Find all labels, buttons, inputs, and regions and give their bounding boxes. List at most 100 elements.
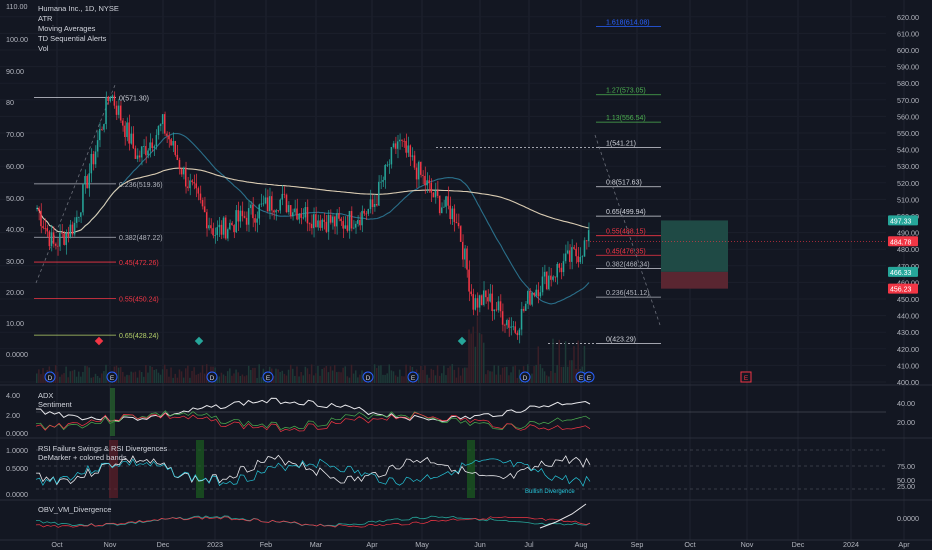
candle-body [130,133,132,144]
candle-body [71,224,74,235]
volume-bar [187,365,189,383]
volume-bar [392,371,395,383]
candle-body [384,165,386,181]
candle-body [48,231,51,247]
candle [449,196,451,225]
event-marker-text-4: D [366,375,371,382]
candle [359,212,361,231]
volume-bar [340,372,342,383]
left-tick-5: 60.00 [6,162,24,171]
candle [164,111,166,137]
candle-body [470,291,472,295]
candle-body [92,153,95,165]
volume-bar [197,373,200,383]
candle [386,161,388,168]
candle [495,302,498,312]
volume-bar [531,373,533,383]
panel-sentiment-label[interactable]: Sentiment [38,400,72,409]
panel-demarker-label[interactable]: DeMarker + colored bands [38,453,127,462]
candle [338,206,340,222]
candle [268,187,271,220]
candle-body [271,196,273,211]
volume-bar [136,377,139,383]
candle-body [128,122,130,144]
volume-bar [193,367,195,383]
candle-body [354,223,357,228]
candle-body [399,139,401,142]
candle-body [577,256,579,263]
rsi-left-tick-1: 0.5000 [6,464,28,473]
time-label-10: Aug [575,540,588,549]
indicator-vol[interactable]: Vol [38,44,49,53]
panel-obv-label[interactable]: OBV_VM_Divergence [38,505,112,514]
candle-body [252,204,254,219]
candle [308,222,311,232]
candle [271,191,273,216]
candle-body [497,301,500,311]
candle-body [210,225,212,229]
candle-body [489,293,491,302]
time-label-7: May [415,540,429,549]
candle [390,146,393,169]
panel-adx-label[interactable]: ADX [38,391,54,400]
volume-bar [548,376,550,383]
candle [73,217,76,237]
volume-bar [157,372,160,383]
volume-bar [407,377,409,383]
candle-body [390,147,393,165]
volume-bar [233,373,235,383]
indicator-moving-averages[interactable]: Moving Averages [38,24,96,33]
indicator-td-sequential[interactable]: TD Sequential Alerts [38,34,107,43]
candle-body [516,332,519,336]
candle [445,195,447,214]
price-tick-7: 470.00 [897,262,919,271]
candle [411,147,414,161]
candle [348,210,351,239]
volume-bar [201,365,204,383]
indicator-atr[interactable]: ATR [38,14,53,23]
time-label-8: Jun [474,540,486,549]
candle-body [321,219,323,228]
candle [52,226,55,248]
volume-bar [583,345,586,383]
candle-body [231,222,233,226]
candle-body [289,205,292,217]
volume-bar [545,375,548,383]
candle-body [485,290,487,298]
candle [184,161,187,194]
volume-bar [464,367,466,383]
candle-body [44,227,46,229]
candle-body [388,164,391,166]
candle [478,294,481,313]
volume-bar [346,376,349,383]
volume-bar [119,367,122,383]
candle-body [539,292,542,297]
candle-body [313,214,315,229]
candle [126,117,128,142]
candle [174,140,176,157]
volume-bar [348,377,351,383]
adx-signal-bar [110,388,115,436]
candle-body [493,309,495,312]
chart-legend: Humana Inc., 1D, NYSE ATR Moving Average… [38,4,119,54]
obv-rise-line [539,503,587,529]
candle [533,292,535,298]
candle-body [296,208,298,220]
candle-body [115,105,118,115]
candle-body [556,263,558,278]
candle [531,291,533,307]
volume-bar [380,365,382,383]
candle-body [193,182,195,184]
left-tick-7: 40.00 [6,225,24,234]
ma-slow-line [36,167,590,234]
panel-rsi-label[interactable]: RSI Failure Swings & RSI Divergences [38,444,168,453]
candle [157,125,160,140]
volume-bar [300,371,302,383]
candle-body [317,220,319,228]
candle-body [201,200,204,207]
volume-bar [489,371,491,383]
chart-title[interactable]: Humana Inc., 1D, NYSE [38,4,119,13]
candle-body [262,203,265,205]
candle-body [415,167,418,180]
